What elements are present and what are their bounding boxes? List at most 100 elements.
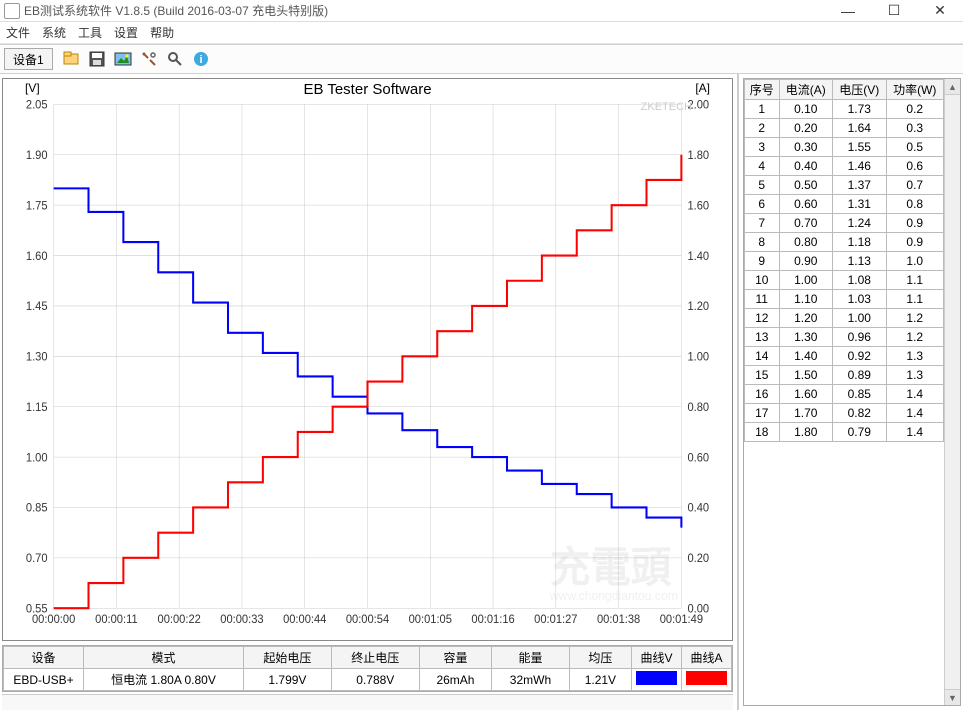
- cell-endv: 0.788V: [331, 669, 419, 691]
- table-row[interactable]: 60.601.310.8: [745, 195, 944, 214]
- cell-curvev: [632, 669, 682, 691]
- hdr-endv: 终止电压: [331, 647, 419, 669]
- scrollbar[interactable]: ▲ ▼: [944, 79, 960, 705]
- data-table-wrap: 序号电流(A)电压(V)功率(W)10.101.730.220.201.640.…: [743, 78, 961, 706]
- svg-text:1.00: 1.00: [687, 351, 709, 363]
- summary-header-row: 设备 模式 起始电压 终止电压 容量 能量 均压 曲线V 曲线A: [4, 647, 732, 669]
- cell-capacity: 26mAh: [419, 669, 491, 691]
- svg-text:1.30: 1.30: [26, 351, 48, 363]
- left-pane: [V] EB Tester Software [A] ZKETECH 0.550…: [0, 74, 738, 710]
- open-icon[interactable]: [59, 47, 83, 71]
- table-row[interactable]: 151.500.891.3: [745, 366, 944, 385]
- svg-text:1.90: 1.90: [26, 150, 48, 162]
- tools-icon[interactable]: [137, 47, 161, 71]
- svg-text:0.80: 0.80: [687, 402, 709, 414]
- scroll-down-icon[interactable]: ▼: [945, 689, 960, 705]
- svg-text:00:00:22: 00:00:22: [158, 614, 201, 626]
- svg-text:1.40: 1.40: [687, 251, 709, 263]
- svg-text:00:00:33: 00:00:33: [220, 614, 263, 626]
- save-icon[interactable]: [85, 47, 109, 71]
- cell-mode: 恒电流 1.80A 0.80V: [84, 669, 244, 691]
- svg-text:00:01:27: 00:01:27: [534, 614, 577, 626]
- status-bar: [2, 694, 733, 710]
- maximize-button[interactable]: ☐: [871, 0, 917, 22]
- svg-text:0.60: 0.60: [687, 452, 709, 464]
- table-row[interactable]: 171.700.821.4: [745, 404, 944, 423]
- svg-text:www.chongdiantou.com: www.chongdiantou.com: [549, 589, 678, 603]
- svg-text:1.20: 1.20: [687, 301, 709, 313]
- hdr-avgv: 均压: [569, 647, 631, 669]
- hdr-energy: 能量: [492, 647, 570, 669]
- menu-tools[interactable]: 工具: [78, 24, 102, 41]
- cell-avgv: 1.21V: [569, 669, 631, 691]
- search-icon[interactable]: [163, 47, 187, 71]
- table-row[interactable]: 70.701.240.9: [745, 214, 944, 233]
- svg-text:00:00:11: 00:00:11: [95, 614, 137, 626]
- table-row[interactable]: 101.001.081.1: [745, 271, 944, 290]
- table-row[interactable]: 10.101.730.2: [745, 100, 944, 119]
- menu-bar: 文件 系统 工具 设置 帮助: [0, 22, 963, 44]
- svg-text:2.05: 2.05: [26, 99, 48, 111]
- summary-table: 设备 模式 起始电压 终止电压 容量 能量 均压 曲线V 曲线A EBD-USB…: [2, 645, 733, 692]
- cell-curvea: [682, 669, 732, 691]
- app-icon: [4, 3, 20, 19]
- summary-data-row[interactable]: EBD-USB+ 恒电流 1.80A 0.80V 1.799V 0.788V 2…: [4, 669, 732, 691]
- main-area: [V] EB Tester Software [A] ZKETECH 0.550…: [0, 74, 963, 710]
- table-row[interactable]: 40.401.460.6: [745, 157, 944, 176]
- hdr-curvev: 曲线V: [632, 647, 682, 669]
- svg-text:1.60: 1.60: [687, 200, 709, 212]
- table-row[interactable]: 20.201.640.3: [745, 119, 944, 138]
- data-hdr: 功率(W): [886, 80, 944, 100]
- menu-file[interactable]: 文件: [6, 24, 30, 41]
- hdr-curvea: 曲线A: [682, 647, 732, 669]
- table-row[interactable]: 131.300.961.2: [745, 328, 944, 347]
- svg-text:0.70: 0.70: [26, 553, 48, 565]
- svg-text:1.80: 1.80: [687, 150, 709, 162]
- table-row[interactable]: 30.301.550.5: [745, 138, 944, 157]
- svg-text:i: i: [199, 54, 202, 66]
- table-row[interactable]: 50.501.370.7: [745, 176, 944, 195]
- cell-startv: 1.799V: [244, 669, 332, 691]
- y-right-label: [A]: [695, 81, 710, 95]
- table-row[interactable]: 121.201.001.2: [745, 309, 944, 328]
- svg-text:1.15: 1.15: [26, 402, 48, 414]
- cell-device: EBD-USB+: [4, 669, 84, 691]
- table-row[interactable]: 141.400.921.3: [745, 347, 944, 366]
- svg-text:00:00:44: 00:00:44: [283, 614, 326, 626]
- device-tab[interactable]: 设备1: [4, 48, 53, 70]
- svg-text:充電頭: 充電頭: [550, 543, 672, 591]
- chart-area: [V] EB Tester Software [A] ZKETECH 0.550…: [2, 78, 733, 641]
- svg-text:00:01:16: 00:01:16: [471, 614, 514, 626]
- svg-text:00:00:00: 00:00:00: [32, 614, 75, 626]
- svg-text:0.40: 0.40: [687, 503, 709, 515]
- svg-text:1.45: 1.45: [26, 301, 48, 313]
- table-row[interactable]: 90.901.131.0: [745, 252, 944, 271]
- cell-energy: 32mWh: [492, 669, 570, 691]
- svg-text:00:01:38: 00:01:38: [597, 614, 640, 626]
- table-row[interactable]: 181.800.791.4: [745, 423, 944, 442]
- close-button[interactable]: ✕: [917, 0, 963, 22]
- hdr-startv: 起始电压: [244, 647, 332, 669]
- hdr-mode: 模式: [84, 647, 244, 669]
- toolbar: 设备1 i: [0, 44, 963, 74]
- right-pane: 序号电流(A)电压(V)功率(W)10.101.730.220.201.640.…: [738, 74, 963, 710]
- data-table: 序号电流(A)电压(V)功率(W)10.101.730.220.201.640.…: [744, 79, 944, 442]
- svg-text:00:01:49: 00:01:49: [660, 614, 703, 626]
- scroll-up-icon[interactable]: ▲: [945, 79, 960, 95]
- menu-system[interactable]: 系统: [42, 24, 66, 41]
- svg-text:1.75: 1.75: [26, 200, 48, 212]
- data-hdr: 电压(V): [833, 80, 887, 100]
- data-hdr: 序号: [745, 80, 780, 100]
- svg-text:00:00:54: 00:00:54: [346, 614, 389, 626]
- menu-settings[interactable]: 设置: [114, 24, 138, 41]
- svg-text:1.60: 1.60: [26, 251, 48, 263]
- menu-help[interactable]: 帮助: [150, 24, 174, 41]
- minimize-button[interactable]: —: [825, 0, 871, 22]
- table-row[interactable]: 80.801.180.9: [745, 233, 944, 252]
- table-row[interactable]: 111.101.031.1: [745, 290, 944, 309]
- info-icon[interactable]: i: [189, 47, 213, 71]
- image-icon[interactable]: [111, 47, 135, 71]
- data-hdr: 电流(A): [779, 80, 833, 100]
- table-row[interactable]: 161.600.851.4: [745, 385, 944, 404]
- window-titlebar: EB测试系统软件 V1.8.5 (Build 2016-03-07 充电头特别版…: [0, 0, 963, 22]
